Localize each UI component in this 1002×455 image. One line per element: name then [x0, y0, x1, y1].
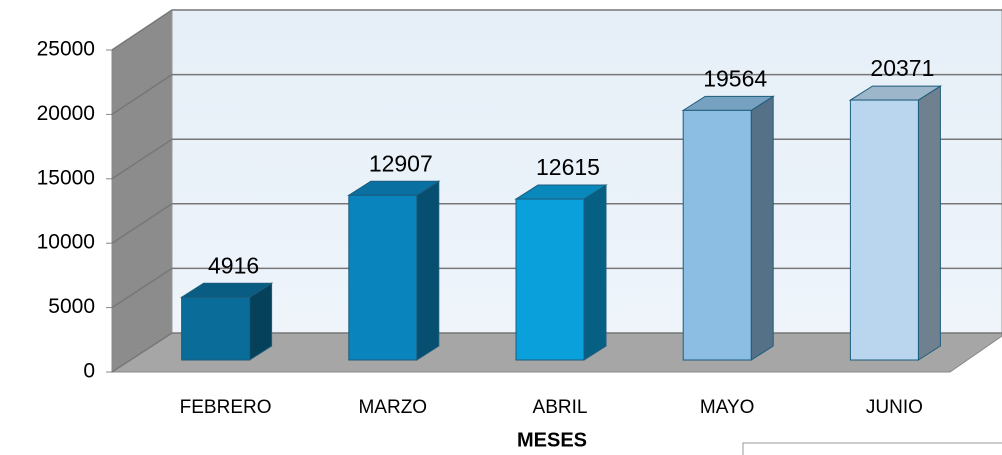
y-tick-label: 20000 [37, 102, 95, 125]
bar-side [583, 184, 607, 361]
grid-line [111, 138, 173, 180]
y-tick-label: 10000 [37, 231, 95, 254]
x-tick-label: MARZO [358, 397, 427, 418]
bar [849, 99, 919, 361]
x-tick-label: FEBRERO [180, 397, 272, 418]
bar-side [416, 180, 440, 361]
y-tick-label: 0 [83, 360, 95, 383]
data-label: 12907 [369, 150, 433, 176]
bar [181, 296, 251, 361]
y-tick-label: 5000 [48, 295, 95, 318]
y-tick-label: 25000 [37, 38, 95, 61]
legend-box [742, 442, 1002, 455]
x-tick-label: JUNIO [866, 397, 923, 418]
x-tick-label: MAYO [700, 397, 755, 418]
bar [682, 109, 752, 361]
bar [515, 198, 585, 361]
grid-line [111, 267, 173, 309]
bar-side [750, 95, 774, 361]
grid-line [111, 73, 173, 116]
data-label: 12615 [536, 154, 600, 180]
side-wall [111, 9, 173, 373]
x-tick-label: ABRIL [533, 397, 588, 418]
x-axis-title: MESES [517, 429, 587, 451]
y-tick-label: 15000 [37, 166, 95, 189]
grid-line [111, 9, 173, 51]
data-label: 20371 [870, 55, 934, 81]
grid-line [111, 203, 173, 244]
bar [348, 194, 418, 361]
data-label: 19564 [703, 65, 767, 91]
grid-line [111, 332, 173, 373]
bar-side [917, 85, 941, 361]
data-label: 4916 [208, 252, 259, 278]
